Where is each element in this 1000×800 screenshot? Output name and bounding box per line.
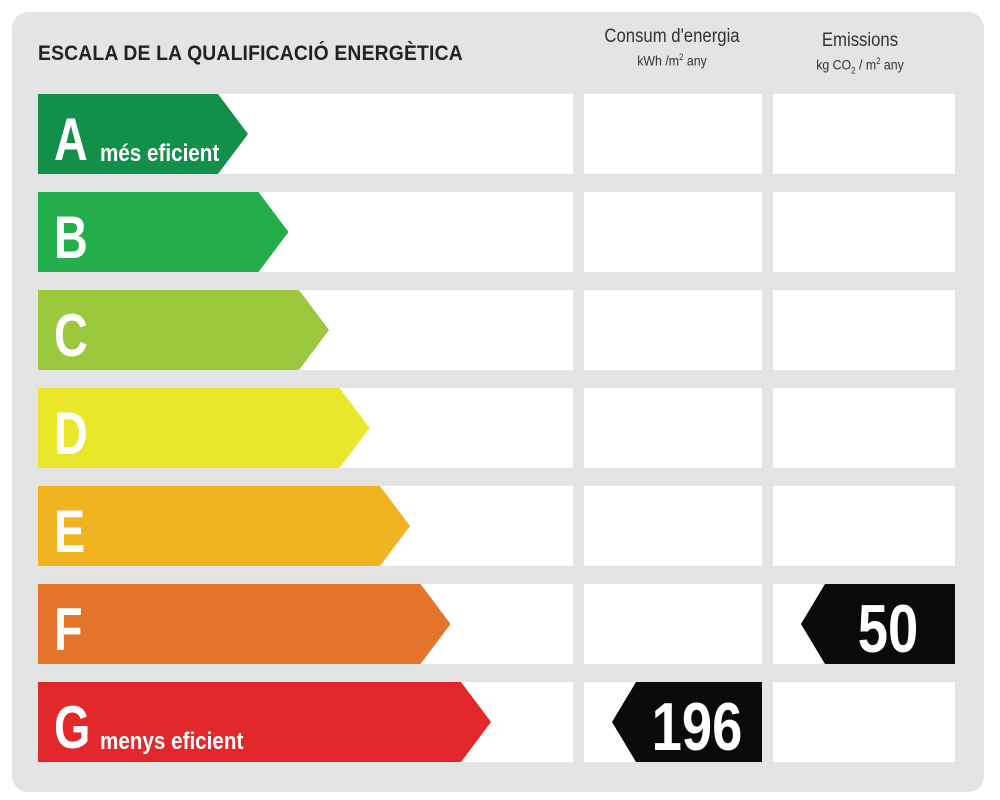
energy-cell-b bbox=[584, 192, 762, 272]
rating-letter-f: F bbox=[54, 596, 83, 663]
rating-arrow-g bbox=[38, 682, 491, 762]
emissions-column-title: Emissions bbox=[821, 30, 899, 51]
emissions-marker bbox=[801, 584, 955, 664]
energy-cell-a bbox=[584, 94, 762, 174]
rating-letter-a: A bbox=[54, 106, 88, 173]
rating-letter-g: G bbox=[54, 694, 90, 761]
emissions-value: 50 bbox=[858, 591, 919, 667]
rating-letter-d: D bbox=[54, 400, 88, 467]
energy-column-unit: kWh /m2 any bbox=[637, 52, 707, 69]
page-title: ESCALA DE LA QUALIFICACIÓ ENERGÈTICA bbox=[38, 42, 463, 65]
emissions-cell-g bbox=[773, 682, 955, 762]
energy-cell-d bbox=[584, 388, 762, 468]
emissions-cell-e bbox=[773, 486, 955, 566]
emissions-cell-b bbox=[773, 192, 955, 272]
energy-column-title: Consum d'energia bbox=[604, 26, 740, 47]
energy-value: 196 bbox=[652, 689, 743, 765]
energy-cell-c bbox=[584, 290, 762, 370]
rating-arrow-e bbox=[38, 486, 410, 566]
rating-note-g: menys eficient bbox=[100, 728, 244, 755]
rating-letter-e: E bbox=[54, 498, 85, 565]
emissions-cell-c bbox=[773, 290, 955, 370]
emissions-column-header: Emissions kg CO2 / m2 any bbox=[779, 30, 941, 75]
emissions-column-unit: kg CO2 / m2 any bbox=[816, 56, 904, 76]
energy-marker bbox=[612, 682, 762, 762]
rating-arrow-c bbox=[38, 290, 329, 370]
rating-note-a: més eficient bbox=[100, 140, 220, 167]
emissions-cell-d bbox=[773, 388, 955, 468]
rating-arrow-f bbox=[38, 584, 451, 664]
rating-arrow-b bbox=[38, 192, 289, 272]
rating-arrow-d bbox=[38, 388, 370, 468]
energy-column-header: Consum d'energia kWh /m2 any bbox=[591, 26, 753, 69]
rating-letter-b: B bbox=[54, 204, 88, 271]
energy-cell-e bbox=[584, 486, 762, 566]
rating-letter-c: C bbox=[54, 302, 88, 369]
energy-cell-f bbox=[584, 584, 762, 664]
rating-arrow-a bbox=[38, 94, 248, 174]
emissions-cell-a bbox=[773, 94, 955, 174]
